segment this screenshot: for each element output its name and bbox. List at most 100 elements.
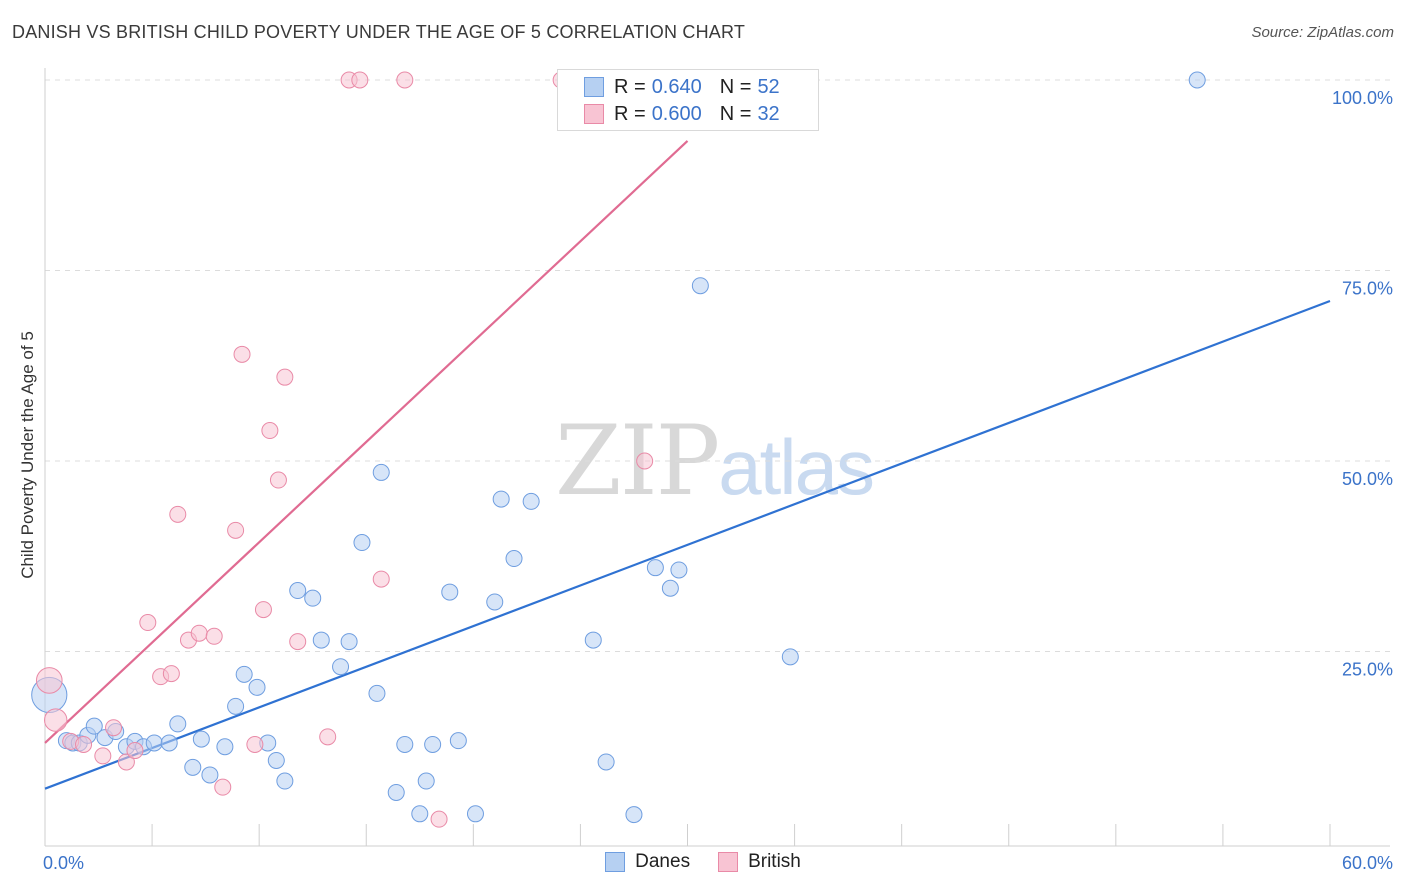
danes-point [417,772,435,790]
danes-point [267,751,285,769]
legend-row-british: R = 0.600 N = 32 [584,101,798,127]
danes-point [192,730,210,748]
danes-point [597,753,615,771]
danes-point [505,550,523,568]
danes-point [492,490,510,508]
british-point [44,708,68,732]
british-swatch [584,104,604,124]
y-tick-label: 50.0% [1342,469,1393,489]
n-value: 52 [757,75,780,98]
source-label: Source: ZipAtlas.com [1251,24,1394,41]
trend-line-danes [44,299,1331,790]
danes-point [670,561,688,579]
british-point [117,753,135,771]
danes-point [145,734,163,752]
british-point [233,345,251,363]
british-point [319,728,337,746]
danes-point [584,631,602,649]
n-label: N = [719,75,752,98]
r-value: 0.600 [651,102,702,125]
danes-point [248,678,266,696]
danes-point [289,582,307,600]
danes-swatch [584,77,604,97]
danes-point [332,658,350,676]
british-point [94,747,112,765]
british-point [351,71,369,89]
danes-point [441,583,459,601]
danes-point [169,715,187,733]
british-point [430,810,448,828]
n-label: N = [719,102,752,125]
british-point [636,452,654,470]
legend-label-danes: Danes [635,851,691,872]
danes-point [691,277,709,295]
british-point [162,665,180,683]
legend-item-british: British [718,851,801,873]
watermark-atlas: atlas [718,423,875,511]
danes-point [424,735,442,753]
y-tick-label: 100.0% [1332,88,1393,108]
danes-point [449,732,467,750]
tick-labels: 25.0% 50.0% 75.0% 100.0% 0.0% 60.0% Child Pove… [18,88,1393,873]
danes-point [1188,71,1206,89]
danes-point [368,684,386,702]
danes-point [625,806,643,824]
y-axis-label: Child Poverty Under the Age of 5 [18,331,37,579]
gridlines [45,79,1390,652]
watermark: ZIPatlas [555,405,875,517]
trend-lines [44,140,1331,790]
british-point [372,570,390,588]
axes [44,68,1390,847]
danes-point [466,805,484,823]
danes-point [486,593,504,611]
british-point [205,627,223,645]
y-tick-label: 75.0% [1342,279,1393,299]
british-point [254,601,272,619]
british-point [214,778,232,796]
x-tick-label: 0.0% [43,853,84,873]
danes-point [522,492,540,510]
legend-label-british: British [748,851,801,872]
danes-point [781,648,799,666]
british-point [105,719,123,737]
british-point [126,742,144,760]
danes-point [235,665,253,683]
british-point [169,505,187,523]
danes-point [201,766,219,784]
r-label: R = [614,75,646,98]
r-value: 0.640 [651,75,702,98]
danes-point [304,589,322,607]
danes-swatch [605,852,626,872]
british-point [139,614,157,632]
danes-point [184,758,202,776]
danes-point [353,534,371,552]
british-point [276,368,294,386]
trend-line-british [44,140,689,744]
danes-point [661,579,679,597]
r-label: R = [614,102,646,125]
x-tick-label: 60.0% [1342,853,1393,873]
legend-row-danes: R = 0.640 N = 52 [584,74,798,100]
british-point [75,735,93,753]
british-point [289,633,307,651]
legend-item-danes: Danes [605,851,690,873]
series-legend: Danes British [0,851,1406,873]
danes-point [216,738,234,756]
danes-point [276,772,294,790]
british-point [190,624,208,642]
british-point [269,471,287,489]
n-value: 32 [757,102,780,125]
y-tick-label: 25.0% [1342,660,1393,680]
british-point [246,735,264,753]
danes-point [372,463,390,481]
danes-point [387,783,405,801]
data-points [31,71,1206,828]
danes-point [396,735,414,753]
chart-title: DANISH VS BRITISH CHILD POVERTY UNDER TH… [12,22,746,42]
british-point [261,422,279,440]
danes-point [227,697,245,715]
british-point [35,667,63,694]
british-point [396,71,414,89]
british-swatch [718,852,739,872]
